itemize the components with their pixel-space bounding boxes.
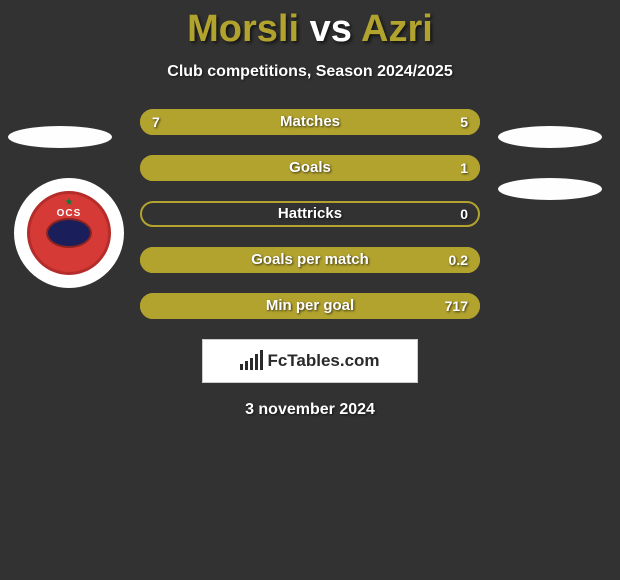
stat-bar: Goals1 xyxy=(140,155,480,181)
stats-container: Matches7 5 Goals1 Hattricks0 Goals per match… xyxy=(140,109,480,319)
club-badge-ring: ★ OCS xyxy=(27,191,111,275)
stat-label: Goals per match xyxy=(140,247,480,273)
stat-value-right: 1 xyxy=(460,155,468,181)
player2-name: Azri xyxy=(361,8,433,50)
stat-value-right: 717 xyxy=(445,293,468,319)
stat-bar: Goals per match0.2 xyxy=(140,247,480,273)
player1-ellipse xyxy=(8,126,112,148)
stat-value-left: 7 xyxy=(152,109,160,135)
club-badge-ball-icon xyxy=(46,218,92,248)
stat-value-right: 5 xyxy=(460,109,468,135)
logo-bar-icon xyxy=(245,361,248,370)
logo-bar-icon xyxy=(250,358,253,370)
stat-label: Hattricks xyxy=(140,201,480,227)
snapshot-date: 3 november 2024 xyxy=(0,401,620,419)
stat-value-right: 0.2 xyxy=(449,247,468,273)
comparison-title: Morsli vs Azri xyxy=(0,0,620,51)
stat-bar: Min per goal717 xyxy=(140,293,480,319)
stat-label: Matches xyxy=(140,109,480,135)
player1-name: Morsli xyxy=(187,8,299,50)
stat-label: Goals xyxy=(140,155,480,181)
club-badge-star-icon: ★ xyxy=(65,197,74,208)
logo-bar-icon xyxy=(260,350,263,370)
stat-bar: Matches7 5 xyxy=(140,109,480,135)
logo-bar-icon xyxy=(255,354,258,370)
fctables-logo: FcTables.com xyxy=(202,339,418,383)
player2-ellipse-2 xyxy=(498,178,602,200)
logo-bars-icon xyxy=(240,352,263,370)
stat-value-right: 0 xyxy=(460,201,468,227)
stat-label: Min per goal xyxy=(140,293,480,319)
stat-bar: Hattricks0 xyxy=(140,201,480,227)
logo-text: FcTables.com xyxy=(267,351,379,371)
subtitle: Club competitions, Season 2024/2025 xyxy=(0,63,620,81)
vs-word: vs xyxy=(310,8,352,50)
player2-ellipse-1 xyxy=(498,126,602,148)
logo-bar-icon xyxy=(240,364,243,370)
club-badge: ★ OCS xyxy=(14,178,124,288)
club-badge-text: OCS xyxy=(57,208,82,219)
